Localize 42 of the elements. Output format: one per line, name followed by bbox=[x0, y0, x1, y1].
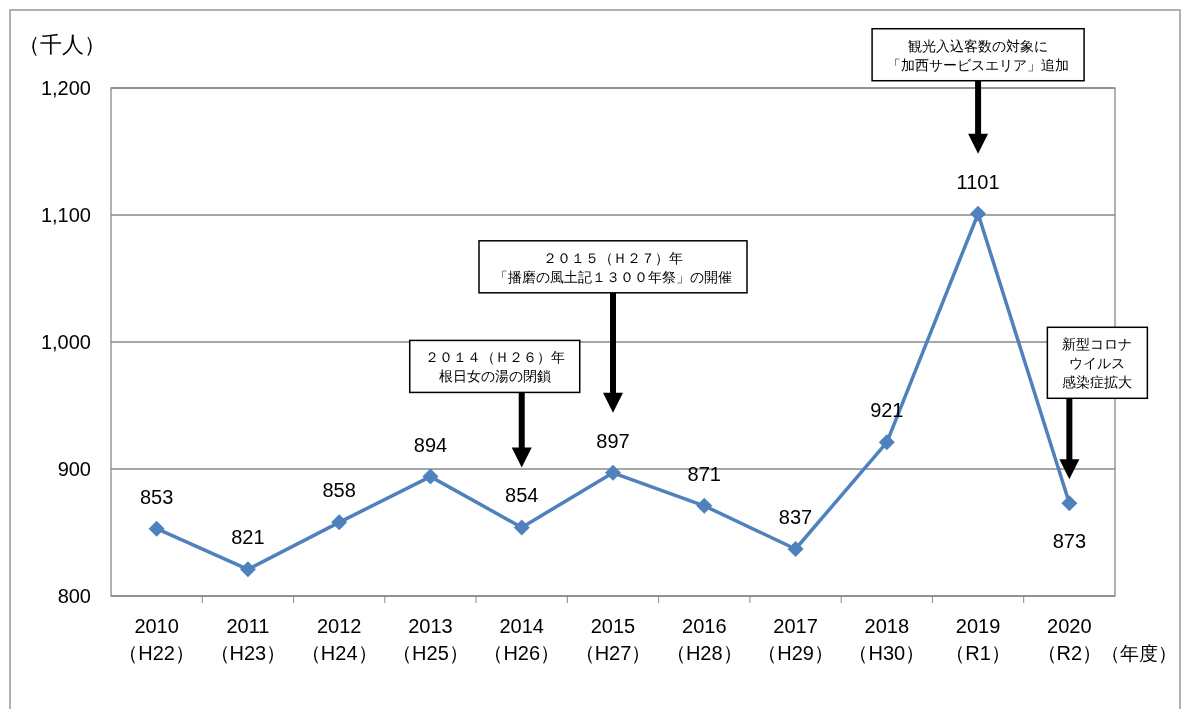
x-tick-label: 2012 （H24） bbox=[300, 615, 378, 664]
data-label: 854 bbox=[505, 484, 539, 507]
y-tick-label: 1,200 bbox=[40, 77, 91, 99]
y-tick-label: 1,100 bbox=[40, 204, 91, 226]
annotation: ２０１４（Ｈ２６）年根日女の湯の閉鎖 bbox=[424, 350, 565, 385]
x-tick-label: 2019 （R1） bbox=[945, 615, 1011, 664]
data-label: 853 bbox=[139, 485, 174, 508]
y-axis-title: （千人） bbox=[18, 32, 106, 57]
x-tick-label: 2018 （H30） bbox=[848, 615, 926, 664]
data-label: 873 bbox=[1052, 530, 1087, 553]
point bbox=[787, 541, 804, 558]
x-tick-label: 2017 （H29） bbox=[757, 615, 834, 664]
point bbox=[878, 434, 895, 451]
point bbox=[148, 520, 165, 537]
data-label: 858 bbox=[322, 479, 356, 502]
x-tick-label: 2016 （H28） bbox=[665, 615, 743, 664]
annotation: 新型コロナウイルス感染症拡大 bbox=[1062, 337, 1133, 391]
point bbox=[239, 561, 256, 578]
data-label: 871 bbox=[687, 462, 721, 485]
x-tick-label: 2013 （H25） bbox=[392, 615, 469, 664]
x-tick-label: 2010 （H22） bbox=[118, 615, 195, 664]
point bbox=[422, 468, 439, 485]
x-tick-label: 2014 （H26） bbox=[483, 615, 561, 664]
point bbox=[970, 205, 987, 222]
data-label: 1101 bbox=[956, 170, 1000, 193]
x-tick-label: 2015 （H27） bbox=[574, 615, 652, 664]
y-tick-label: 1,000 bbox=[40, 331, 91, 353]
y-tick-label: 800 bbox=[57, 585, 91, 607]
annotation: ２０１５（Ｈ２７）年「播磨の風土記１３００年祭」の開催 bbox=[494, 250, 732, 285]
y-tick-label: 900 bbox=[57, 458, 91, 480]
point bbox=[696, 497, 713, 514]
point bbox=[331, 514, 348, 531]
point bbox=[513, 519, 530, 536]
data-label: 894 bbox=[413, 433, 448, 456]
x-tick-label: 2020 （R2） bbox=[1036, 615, 1103, 664]
data-label: 821 bbox=[231, 526, 265, 549]
data-label: 837 bbox=[778, 506, 813, 529]
x-axis-title: （年度） bbox=[1101, 643, 1177, 664]
point bbox=[605, 464, 621, 481]
point bbox=[1061, 495, 1078, 512]
data-label: 897 bbox=[596, 429, 630, 452]
x-tick-label: 2011 （H23） bbox=[209, 615, 287, 664]
